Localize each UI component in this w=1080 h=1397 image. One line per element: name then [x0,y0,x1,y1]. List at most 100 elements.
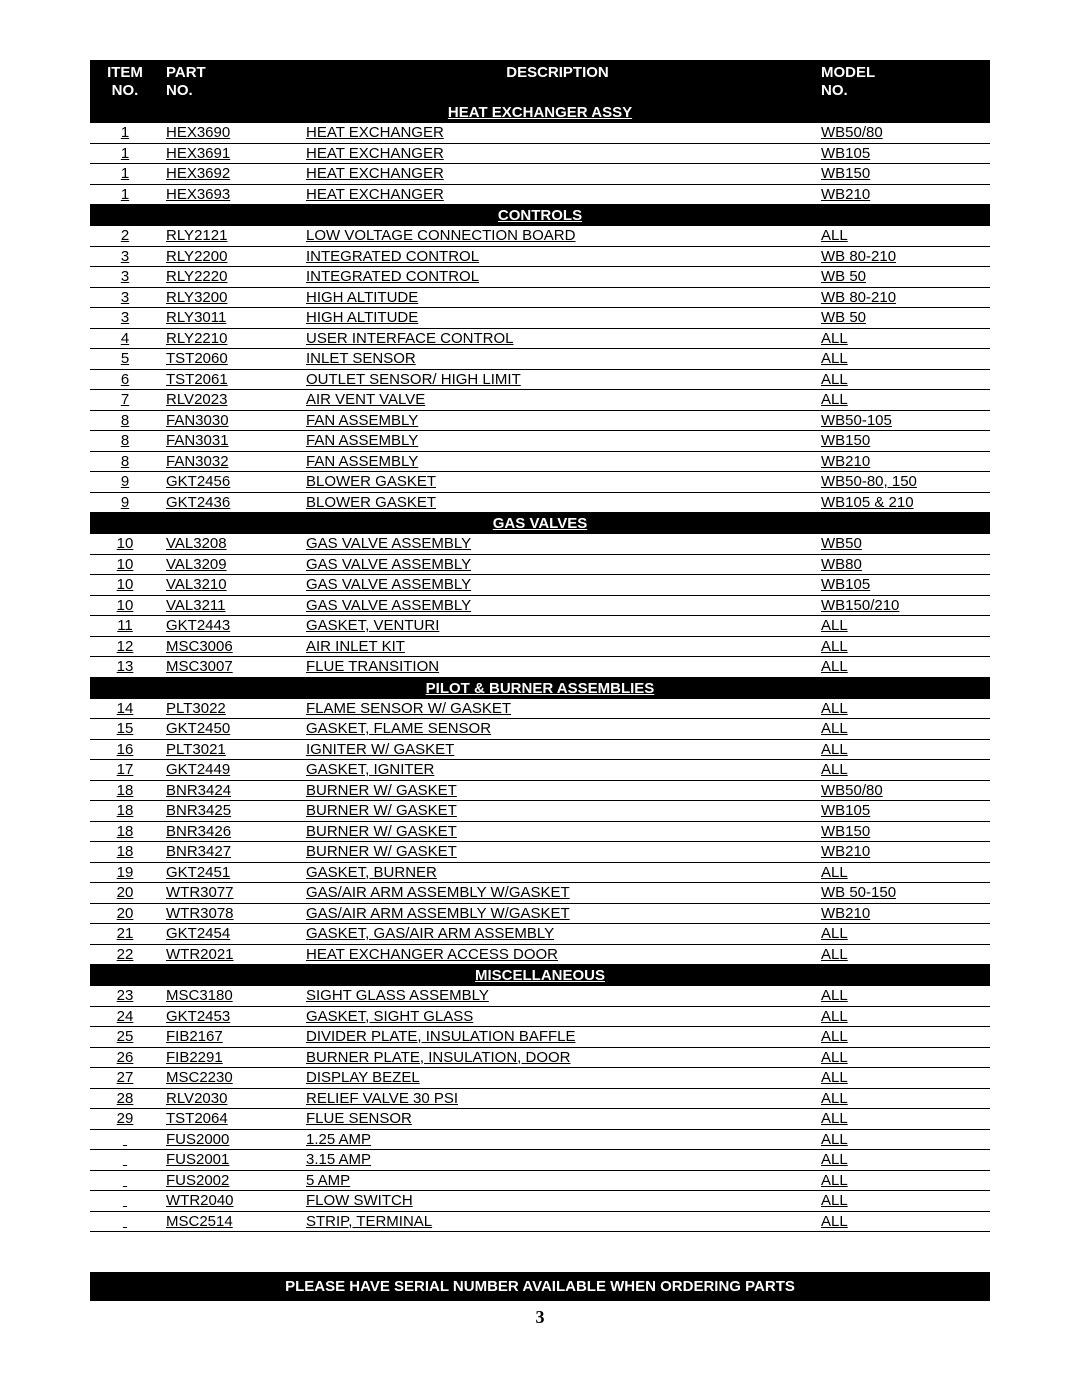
cell-model-no: WB210 [815,842,990,863]
cell-model-no: ALL [815,760,990,781]
cell-model-no: ALL [815,1191,990,1212]
cell-model-no: WB105 & 210 [815,492,990,513]
cell-part-no: FUS2000 [160,1129,300,1150]
cell-part-no: WTR3077 [160,883,300,904]
cell-item-no: 2 [90,226,160,246]
table-row: 3RLY2200INTEGRATED CONTROLWB 80-210 [90,246,990,267]
cell-item-no: 3 [90,267,160,288]
cell-part-no: TST2061 [160,369,300,390]
cell-model-no: ALL [815,1027,990,1048]
cell-part-no: GKT2450 [160,719,300,740]
cell-item-no: 29 [90,1109,160,1130]
cell-part-no: HEX3692 [160,164,300,185]
cell-model-no: ALL [815,862,990,883]
table-row: 8FAN3031FAN ASSEMBLYWB150 [90,431,990,452]
cell-model-no: ALL [815,657,990,678]
cell-model-no: WB 50-150 [815,883,990,904]
table-row: 10VAL3208GAS VALVE ASSEMBLYWB50 [90,534,990,554]
section-title: CONTROLS [90,205,990,227]
cell-item-no: 18 [90,821,160,842]
cell-model-no: ALL [815,328,990,349]
table-row: 4RLY2210USER INTERFACE CONTROLALL [90,328,990,349]
cell-item-no: 18 [90,801,160,822]
cell-item-no: 12 [90,636,160,657]
cell-description: USER INTERFACE CONTROL [300,328,815,349]
cell-model-no: WB50/80 [815,123,990,143]
table-row: 21GKT2454GASKET, GAS/AIR ARM ASSEMBLYALL [90,924,990,945]
cell-item-no: 23 [90,986,160,1006]
table-row: 6TST2061OUTLET SENSOR/ HIGH LIMITALL [90,369,990,390]
table-row: 20WTR3077GAS/AIR ARM ASSEMBLY W/GASKETWB… [90,883,990,904]
cell-model-no: WB50 [815,534,990,554]
cell-part-no: PLT3021 [160,739,300,760]
cell-model-no: WB50-105 [815,410,990,431]
cell-model-no: ALL [815,616,990,637]
section-title: PILOT & BURNER ASSEMBLIES [90,677,990,699]
cell-description: FAN ASSEMBLY [300,451,815,472]
page-number: 3 [90,1307,990,1328]
cell-description: 3.15 AMP [300,1150,815,1171]
cell-item-no: 8 [90,410,160,431]
cell-description: HEAT EXCHANGER ACCESS DOOR [300,944,815,965]
cell-item-no: 8 [90,451,160,472]
cell-description: GASKET, GAS/AIR ARM ASSEMBLY [300,924,815,945]
table-row: 18BNR3425BURNER W/ GASKETWB105 [90,801,990,822]
table-row: FUS20013.15 AMPALL [90,1150,990,1171]
cell-description: INTEGRATED CONTROL [300,267,815,288]
table-row: 18BNR3426BURNER W/ GASKETWB150 [90,821,990,842]
table-row: 27MSC2230DISPLAY BEZELALL [90,1068,990,1089]
cell-item-no: 1 [90,143,160,164]
cell-item-no: 21 [90,924,160,945]
table-row: 11GKT2443GASKET, VENTURIALL [90,616,990,637]
table-row: 19GKT2451GASKET, BURNERALL [90,862,990,883]
cell-part-no: VAL3211 [160,595,300,616]
cell-part-no: WTR2040 [160,1191,300,1212]
cell-item-no: 20 [90,903,160,924]
cell-item-no: 10 [90,534,160,554]
cell-description: FLOW SWITCH [300,1191,815,1212]
table-row: 3RLY3011HIGH ALTITUDEWB 50 [90,308,990,329]
cell-model-no: WB105 [815,801,990,822]
cell-item-no: 10 [90,554,160,575]
table-row: 24GKT2453GASKET, SIGHT GLASSALL [90,1006,990,1027]
cell-description: OUTLET SENSOR/ HIGH LIMIT [300,369,815,390]
cell-description: HEAT EXCHANGER [300,143,815,164]
cell-model-no: WB 80-210 [815,287,990,308]
table-header-row: ITEMNO.PARTNO.DESCRIPTIONMODELNO. [90,60,990,102]
cell-model-no: WB150/210 [815,595,990,616]
table-row: 10VAL3210GAS VALVE ASSEMBLYWB105 [90,575,990,596]
cell-model-no: ALL [815,349,990,370]
cell-model-no: ALL [815,1088,990,1109]
cell-model-no: WB150 [815,821,990,842]
cell-item-no [90,1170,160,1191]
cell-description: 1.25 AMP [300,1129,815,1150]
footer-banner: PLEASE HAVE SERIAL NUMBER AVAILABLE WHEN… [90,1272,990,1301]
cell-model-no: ALL [815,924,990,945]
cell-description: FAN ASSEMBLY [300,410,815,431]
cell-description: HIGH ALTITUDE [300,308,815,329]
cell-model-no: ALL [815,1129,990,1150]
cell-part-no: FAN3031 [160,431,300,452]
cell-description: GAS/AIR ARM ASSEMBLY W/GASKET [300,903,815,924]
cell-part-no: FUS2002 [160,1170,300,1191]
cell-item-no: 11 [90,616,160,637]
table-row: 14PLT3022FLAME SENSOR W/ GASKETALL [90,699,990,719]
cell-item-no: 18 [90,780,160,801]
cell-item-no: 1 [90,184,160,205]
cell-description: FLAME SENSOR W/ GASKET [300,699,815,719]
cell-item-no: 14 [90,699,160,719]
cell-description: BURNER W/ GASKET [300,780,815,801]
section-title: MISCELLANEOUS [90,965,990,987]
table-row: MSC2514STRIP, TERMINALALL [90,1211,990,1232]
cell-part-no: MSC2514 [160,1211,300,1232]
cell-description: BURNER W/ GASKET [300,821,815,842]
table-row: 18BNR3427BURNER W/ GASKETWB210 [90,842,990,863]
cell-item-no: 20 [90,883,160,904]
cell-description: IGNITER W/ GASKET [300,739,815,760]
cell-model-no: ALL [815,739,990,760]
cell-item-no [90,1191,160,1212]
cell-item-no: 25 [90,1027,160,1048]
table-row: 3RLY2220INTEGRATED CONTROLWB 50 [90,267,990,288]
cell-model-no: ALL [815,719,990,740]
section-header: GAS VALVES [90,513,990,535]
